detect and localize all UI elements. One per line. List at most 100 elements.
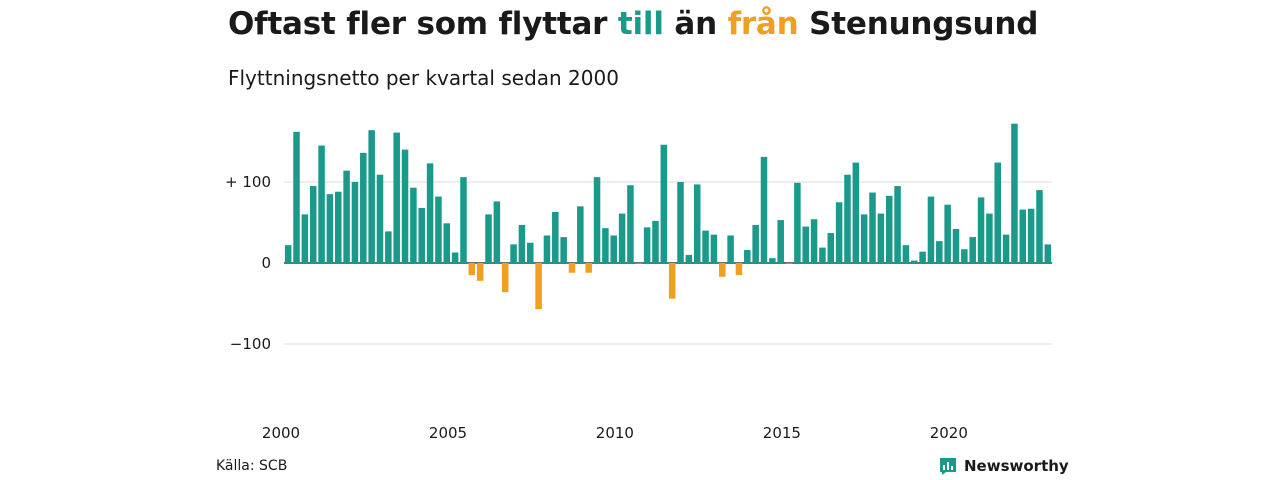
bar — [401, 149, 409, 263]
bar — [677, 182, 684, 263]
bar — [1011, 123, 1018, 264]
bar — [702, 230, 709, 263]
bar — [827, 233, 835, 263]
bar — [835, 202, 843, 263]
bar — [360, 152, 367, 263]
bar — [885, 195, 893, 263]
bar — [435, 196, 442, 263]
bar — [1019, 209, 1027, 263]
bar — [852, 162, 860, 263]
bar — [309, 186, 317, 263]
y-axis-ticks: + 100 0 −100 — [225, 173, 271, 353]
newsworthy-logo: Newsworthy — [938, 456, 1069, 476]
logo-text: Newsworthy — [964, 457, 1069, 475]
bar — [501, 263, 509, 293]
bar — [652, 220, 659, 263]
bar — [426, 163, 434, 263]
bar — [293, 131, 300, 263]
x-tick-label: 2005 — [429, 424, 467, 442]
chart-title: Oftast fler som flyttar till än från Ste… — [228, 6, 1038, 42]
bar — [568, 263, 576, 273]
title-part-3: än — [663, 6, 728, 42]
bar — [1036, 190, 1043, 263]
bar-chart-logo-icon — [940, 458, 956, 475]
bar — [819, 247, 826, 263]
bar — [936, 241, 943, 263]
bar — [351, 182, 359, 263]
bar — [911, 260, 918, 263]
source-label: Källa: SCB — [216, 458, 288, 474]
bar — [335, 191, 342, 263]
bar — [760, 156, 768, 263]
bar — [719, 263, 726, 277]
bar — [343, 170, 350, 263]
bar — [635, 263, 643, 264]
y-tick-label: −100 — [230, 335, 271, 353]
bar — [577, 206, 584, 263]
bar — [493, 201, 501, 263]
bar — [944, 204, 951, 263]
bar — [994, 162, 1001, 263]
bar — [735, 263, 743, 276]
chart-subtitle: Flyttningsnetto per kvartal sedan 2000 — [228, 66, 619, 90]
bar — [560, 237, 567, 263]
bar — [284, 245, 292, 263]
bar — [744, 250, 751, 263]
bar — [877, 213, 885, 263]
bar — [1027, 208, 1035, 263]
bar — [860, 214, 868, 263]
bar — [618, 213, 626, 263]
bar — [643, 227, 651, 263]
bar — [527, 242, 534, 263]
bar — [894, 186, 901, 263]
bar — [385, 231, 392, 263]
bar — [585, 263, 592, 273]
bar — [460, 177, 467, 263]
bar — [518, 224, 526, 263]
bar — [794, 182, 801, 263]
title-part-5: Stenungsund — [798, 6, 1039, 42]
y-tick-label: + 100 — [225, 173, 271, 191]
bar — [368, 130, 375, 263]
bar — [902, 245, 910, 263]
bar — [1002, 234, 1010, 263]
bar — [393, 132, 400, 263]
bar — [810, 219, 818, 263]
bar — [418, 207, 425, 263]
bar — [844, 174, 851, 263]
y-tick-label: 0 — [261, 254, 271, 272]
bar — [451, 252, 459, 263]
bar — [485, 214, 492, 263]
bar — [326, 194, 334, 263]
bar — [543, 235, 551, 263]
bar — [510, 244, 517, 263]
bar — [318, 145, 325, 263]
bar — [727, 235, 734, 263]
bar — [693, 184, 701, 263]
x-tick-label: 2000 — [262, 424, 300, 442]
bar — [593, 177, 601, 263]
bar — [919, 251, 926, 263]
bar — [602, 228, 609, 263]
bar — [668, 263, 676, 299]
bar — [660, 144, 668, 263]
x-axis-ticks: 2000 2005 2010 2015 2020 — [262, 424, 968, 442]
bar — [869, 192, 876, 263]
bar — [376, 174, 384, 263]
bar — [476, 263, 484, 281]
bar — [777, 220, 784, 263]
bar — [986, 213, 993, 263]
bar — [977, 197, 985, 263]
bar — [785, 263, 793, 264]
bar — [769, 258, 776, 263]
bar — [443, 223, 451, 263]
bar — [535, 263, 542, 310]
title-highlight-fran: från — [727, 6, 799, 42]
bar — [952, 228, 960, 263]
bar — [927, 196, 935, 263]
bar — [969, 237, 976, 263]
bar — [1044, 244, 1052, 263]
x-tick-label: 2015 — [763, 424, 801, 442]
bar — [685, 254, 693, 263]
